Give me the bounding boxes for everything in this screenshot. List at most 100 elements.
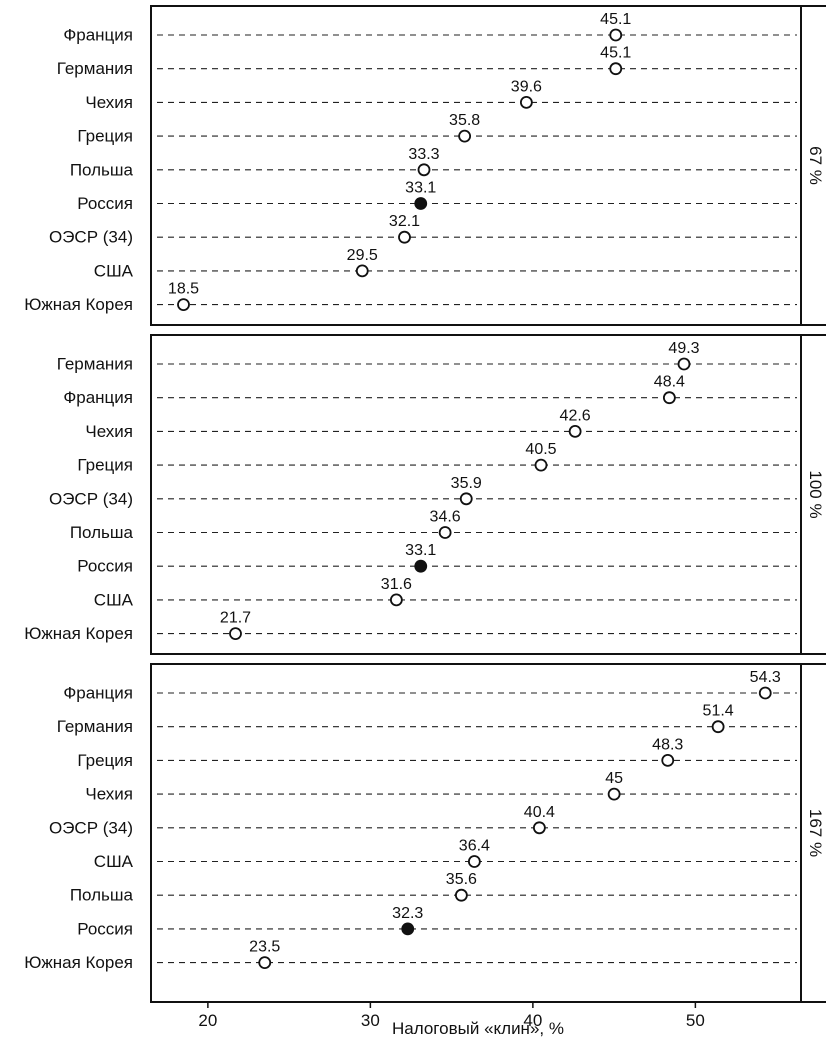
panel-frame: [150, 334, 826, 655]
category-label: Чехия: [85, 422, 133, 441]
table-row: Германия 51.4: [57, 703, 797, 736]
data-point: [519, 96, 533, 109]
data-point: [677, 357, 691, 371]
data-label: 48.3: [652, 736, 683, 753]
data-label: 36.4: [459, 838, 490, 855]
table-row: ОЭСР (34) 35.9: [49, 475, 797, 508]
category-label: Германия: [57, 355, 133, 374]
table-row: Чехия 42.6: [85, 407, 797, 441]
table-row: США 29.5: [94, 247, 797, 280]
data-label: 35.9: [451, 475, 482, 492]
data-label: 42.6: [560, 407, 591, 424]
data-label: 34.6: [430, 509, 461, 526]
data-point: [662, 391, 676, 405]
data-point: [661, 754, 675, 767]
data-label: 33.1: [405, 542, 436, 559]
x-tick-label: 40: [523, 1011, 542, 1030]
category-label: Польша: [70, 886, 134, 905]
category-label: Франция: [63, 388, 133, 407]
panel: 67 % Франция 45.1 Германия 45.1 Чехия 39.6 Грец…: [24, 5, 826, 326]
table-row: Россия 32.3: [77, 905, 797, 938]
data-label: 45: [605, 770, 623, 787]
data-point: [532, 821, 546, 835]
x-axis: 20 30 40 50: [198, 1002, 705, 1030]
table-row: Чехия 39.6: [85, 78, 797, 112]
panel-frame: [150, 663, 826, 1003]
data-label: 54.3: [750, 669, 781, 686]
category-label: Франция: [63, 684, 133, 703]
data-point: [417, 163, 431, 177]
data-label: 21.7: [220, 610, 251, 627]
x-tick-label: 50: [686, 1011, 705, 1030]
table-row: ОЭСР (34) 32.1: [49, 213, 797, 247]
data-point: [454, 888, 468, 902]
category-label: США: [94, 852, 134, 871]
highlight-point: [414, 197, 428, 210]
category-label: Греция: [77, 127, 133, 146]
data-point: [458, 129, 472, 143]
data-label: 40.5: [525, 441, 556, 458]
category-label: Германия: [57, 59, 133, 78]
data-point: [389, 593, 403, 607]
data-label: 32.3: [392, 905, 423, 922]
table-row: Южная Корея 23.5: [24, 939, 797, 972]
category-label: Чехия: [85, 93, 133, 112]
panel-frame: [150, 5, 826, 326]
data-label: 45.1: [600, 45, 631, 62]
category-label: Южная Корея: [24, 295, 133, 314]
table-row: Россия 33.1: [77, 542, 797, 576]
category-label: Россия: [77, 919, 133, 938]
x-axis-title: Налоговый «клин», %: [392, 1019, 564, 1038]
table-row: Франция 54.3: [63, 669, 797, 703]
table-row: Греция 48.3: [77, 736, 797, 770]
table-row: Чехия 45: [85, 770, 797, 804]
table-row: Франция 45.1: [63, 11, 797, 45]
data-label: 23.5: [249, 939, 280, 956]
category-label: ОЭСР (34): [49, 489, 133, 508]
category-label: ОЭСР (34): [49, 818, 133, 837]
x-tick-label: 30: [361, 1011, 380, 1030]
panel-strip-label: 67 %: [806, 146, 825, 185]
category-label: Греция: [77, 751, 133, 770]
table-row: Германия 45.1: [57, 45, 797, 78]
category-label: Южная Корея: [24, 953, 133, 972]
table-row: Южная Корея 21.7: [24, 610, 797, 643]
category-label: Польша: [70, 523, 134, 542]
table-row: США 31.6: [94, 576, 797, 609]
table-row: Польша 34.6: [70, 509, 797, 542]
category-label: США: [94, 590, 134, 609]
data-label: 51.4: [703, 703, 734, 720]
data-point: [355, 264, 369, 278]
data-label: 48.4: [654, 374, 685, 391]
data-point: [534, 458, 548, 472]
table-row: Польша 33.3: [70, 146, 797, 179]
category-label: Греция: [77, 456, 133, 475]
category-label: Россия: [77, 557, 133, 576]
data-point: [609, 28, 623, 42]
data-point: [438, 526, 452, 539]
table-row: Южная Корея 18.5: [24, 281, 797, 314]
table-row: Германия 49.3: [57, 340, 797, 374]
panel: 167 % Франция 54.3 Германия 51.4 Греция 48.3 Че…: [24, 663, 826, 1003]
highlight-point: [414, 559, 428, 573]
data-point: [711, 720, 725, 734]
panel: 100 % Германия 49.3 Франция 48.4 Чехия 42.6 Гре…: [24, 334, 826, 655]
data-point: [607, 787, 621, 801]
panel-strip-label: 167 %: [806, 809, 825, 857]
panels-layer: 67 % Франция 45.1 Германия 45.1 Чехия 39.6 Грец…: [24, 5, 826, 1003]
data-label: 35.6: [446, 871, 477, 888]
panel-strip-label: 100 %: [806, 470, 825, 518]
category-label: Польша: [70, 160, 134, 179]
data-label: 39.6: [511, 78, 542, 95]
category-label: Франция: [63, 26, 133, 45]
data-point: [467, 855, 481, 868]
data-label: 40.4: [524, 804, 555, 821]
table-row: Россия 33.1: [77, 180, 797, 213]
data-label: 33.3: [408, 146, 439, 163]
table-row: Греция 40.5: [77, 441, 797, 475]
data-point: [229, 627, 242, 640]
table-row: ОЭСР (34) 40.4: [49, 804, 797, 837]
data-label: 18.5: [168, 281, 199, 298]
